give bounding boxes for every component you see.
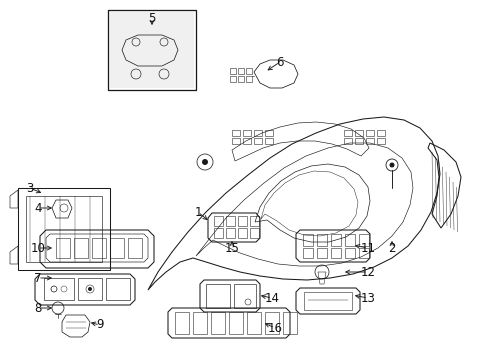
Bar [304,292,351,310]
Bar [234,284,256,308]
Bar [365,138,373,144]
Text: 5: 5 [148,12,155,24]
Text: 9: 9 [96,319,103,332]
Bar [238,216,246,226]
Bar [246,312,261,334]
Text: 1: 1 [194,206,202,219]
Bar [110,12,194,88]
Bar [358,234,368,246]
Bar [225,216,235,226]
Bar [303,234,312,246]
Bar [354,138,362,144]
Bar [238,68,244,74]
Bar [205,284,229,308]
Bar [110,238,124,258]
Bar [245,76,251,82]
Bar [228,312,243,334]
Bar [253,130,262,136]
Text: 7: 7 [34,271,41,284]
Bar [365,130,373,136]
Bar [92,238,106,258]
Bar [26,196,102,262]
Bar [358,248,368,258]
Text: 14: 14 [264,292,279,305]
Bar [128,238,142,258]
Bar [214,216,223,226]
Bar [330,234,340,246]
Bar [264,312,279,334]
Bar [231,130,240,136]
Bar [245,68,251,74]
Bar [193,312,206,334]
Bar [264,130,272,136]
Bar [316,248,326,258]
Bar [229,76,236,82]
Bar [253,138,262,144]
Bar [343,138,351,144]
Bar [249,216,259,226]
Bar [376,130,384,136]
Bar [231,138,240,144]
Bar [264,138,272,144]
Text: 10: 10 [30,242,45,255]
Text: 15: 15 [224,242,239,255]
Circle shape [202,159,207,165]
Text: 6: 6 [276,55,283,68]
Bar [316,234,326,246]
Bar [303,248,312,258]
Bar [225,228,235,238]
Bar [345,248,354,258]
Text: 3: 3 [26,181,34,194]
Bar [283,312,296,334]
Bar [376,138,384,144]
Bar [345,234,354,246]
Bar [214,228,223,238]
Bar [238,228,246,238]
Text: 11: 11 [360,242,375,255]
Bar [229,68,236,74]
Text: 12: 12 [360,266,375,279]
Bar [330,248,340,258]
Bar [56,238,70,258]
Bar [74,238,88,258]
Bar [175,312,189,334]
Bar [238,76,244,82]
Bar [108,10,196,90]
Text: 4: 4 [34,202,41,215]
Bar [343,130,351,136]
Circle shape [389,162,394,167]
Bar [243,130,250,136]
Bar [354,130,362,136]
Bar [108,10,196,90]
Bar [243,138,250,144]
Bar [210,312,224,334]
Bar [106,278,130,300]
Text: 13: 13 [360,292,375,305]
Bar [249,228,259,238]
Bar [44,278,74,300]
Bar [78,278,102,300]
Text: 2: 2 [387,242,395,255]
Text: 16: 16 [267,321,282,334]
Circle shape [88,287,92,291]
Text: 8: 8 [34,302,41,315]
